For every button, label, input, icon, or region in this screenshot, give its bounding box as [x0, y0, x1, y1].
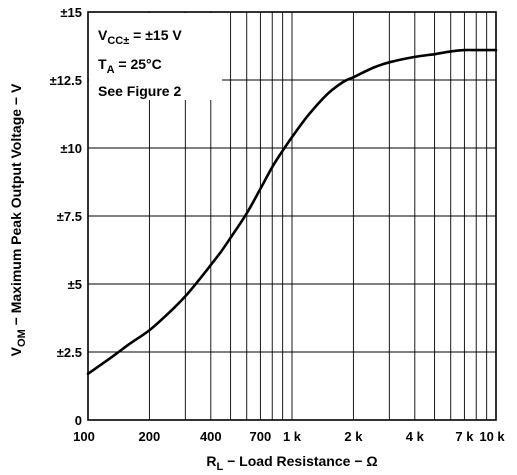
x-tick-label: 4 k [406, 429, 425, 444]
x-tick-label: 10 k [479, 429, 505, 444]
series-line [86, 48, 498, 376]
x-tick-label: 2 k [344, 429, 363, 444]
y-tick-label: ±12.5 [50, 73, 82, 88]
axis-titles: RL − Load Resistance − Ω VOM − Maximum Pe… [8, 83, 378, 473]
y-tick-label: 0 [75, 413, 82, 428]
y-tick-label: ±10 [60, 141, 82, 156]
y-tick-label: ±2.5 [57, 345, 82, 360]
x-axis-title: RL − Load Resistance − Ω [206, 453, 377, 473]
x-tick-label: 400 [200, 429, 222, 444]
x-tick-label: 1 k [283, 429, 302, 444]
y-tick-label: ±5 [68, 277, 82, 292]
annotation-line: VCC± = ±15 V [98, 27, 182, 47]
annotation-box [89, 13, 222, 100]
plot-frame [87, 11, 497, 421]
annotation-line: TA = 25°C [98, 56, 162, 76]
annotations: VCC± = ±15 V TA = 25°C See Figure 2 [98, 27, 182, 99]
series-layer [86, 48, 498, 376]
x-tick-label: 100 [73, 429, 95, 444]
y-tick-label: ±15 [60, 5, 82, 20]
x-tick-labels: 100 200 400 700 1 k 2 k 4 k 7 k 10 k [73, 429, 505, 444]
y-tick-label: ±7.5 [57, 209, 82, 224]
grid [88, 12, 496, 420]
x-tick-label: 7 k [455, 429, 474, 444]
y-tick-labels: 0 ±2.5 ±5 ±7.5 ±10 ±12.5 ±15 [50, 5, 82, 428]
x-tick-label: 200 [139, 429, 161, 444]
x-tick-label: 700 [250, 429, 272, 444]
annotation-line: See Figure 2 [98, 83, 181, 99]
y-axis-title: VOM − Maximum Peak Output Voltage − V [8, 83, 28, 356]
